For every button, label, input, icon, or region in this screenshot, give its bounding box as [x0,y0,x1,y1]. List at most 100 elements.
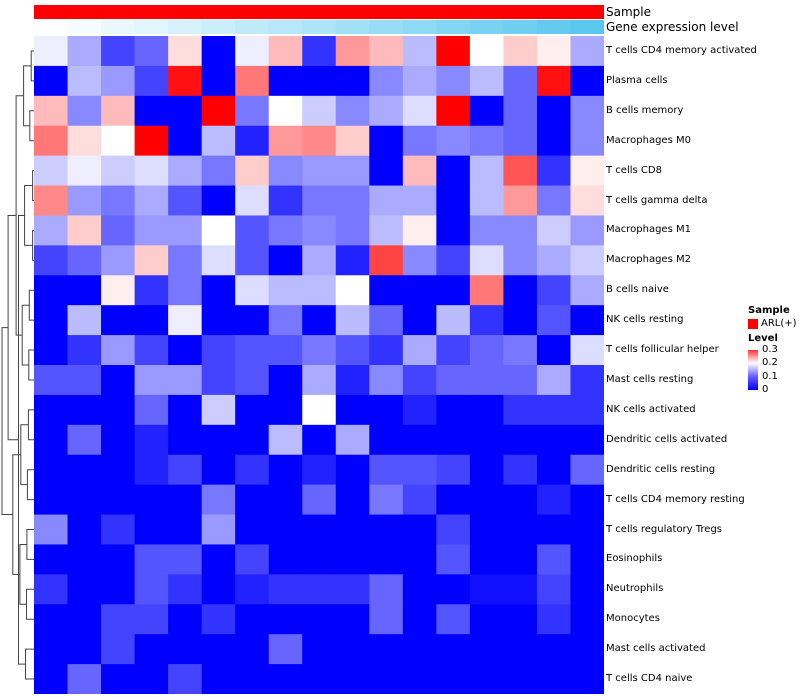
heatmap-cell [101,125,136,157]
dendrogram-branch [26,469,34,501]
heatmap-cell [503,125,538,157]
heatmap-cell [469,215,505,246]
heatmap-cell [469,65,505,97]
expression-track-cell [268,20,303,34]
row-label: Macrophages M2 [606,254,691,266]
heatmap-cell [536,155,572,187]
heatmap-cell [101,394,136,426]
heatmap-cell [570,65,604,97]
heatmap-cell [503,634,538,665]
heatmap-cell [34,424,69,456]
heatmap-cell [101,664,136,694]
heatmap-cell [335,634,370,665]
sample-legend-entry: ARL(+) [748,318,800,330]
expression-track-cell [369,20,404,34]
heatmap-cell [335,155,370,187]
heatmap-cell [101,185,136,217]
heatmap-cell [369,484,404,516]
heatmap-cell [436,484,471,516]
heatmap-cell [335,245,370,276]
heatmap-cell [469,155,505,187]
dendrogram-branch [7,215,19,441]
row-label: T cells gamma delta [606,194,708,206]
heatmap-cell [302,65,337,97]
row-label: T cells regulatory Tregs [606,523,723,535]
heatmap-cell [402,544,437,575]
heatmap-cell [402,215,437,246]
heatmap-cell [369,335,404,366]
heatmap-cell [168,574,203,605]
heatmap-cell [503,365,538,396]
heatmap-cell [34,305,69,336]
heatmap-cell [402,305,437,336]
heatmap-cell [469,305,505,336]
heatmap-cell [436,574,471,605]
heatmap-cell [134,604,169,635]
heatmap-cell [34,664,69,694]
heatmap-cell [335,454,370,486]
heatmap-cell [34,65,69,97]
heatmap-cell [369,664,404,694]
row-label: Neutrophils [606,583,664,595]
heatmap-cell [402,634,437,665]
level-legend-title: Level [748,333,778,344]
expression-track-cell [570,20,604,34]
expression-track-cell [134,20,169,34]
heatmap-cell [235,305,270,336]
heatmap-cell [134,394,169,426]
heatmap-cell [134,335,169,366]
heatmap-cell [369,634,404,665]
heatmap-cell [335,365,370,396]
heatmap-cell [469,95,505,127]
heatmap-cell [302,305,337,336]
heatmap-cell [67,245,102,276]
heatmap-cell [67,544,102,575]
sample-legend-title: Sample [748,305,790,316]
heatmap-cell [34,185,69,217]
heatmap-cell [67,125,102,157]
heatmap-cell [402,335,437,366]
heatmap-cell [536,514,572,546]
expression-track-label: Gene expression level [606,20,739,34]
row-label: Plasma cells [606,74,668,86]
heatmap-cell [436,305,471,336]
heatmap-cell [235,664,270,694]
heatmap-cell [369,424,404,456]
heatmap-cell [235,185,270,217]
heatmap-cell [134,95,169,127]
heatmap-cell [503,514,538,546]
expression-track-cell [302,20,337,34]
heatmap-cell [268,215,303,246]
heatmap-cell [369,305,404,336]
heatmap-cell [536,95,572,127]
heatmap-cell [436,36,471,67]
heatmap-cell [402,155,437,187]
heatmap-cell [570,634,604,665]
heatmap-cell [402,484,437,516]
heatmap-cell [570,574,604,605]
heatmap-cell [469,484,505,516]
dendrogram-branch [26,529,34,560]
heatmap-cell [302,424,337,456]
heatmap-cell [369,155,404,187]
heatmap-cell [201,454,236,486]
heatmap-cell [570,335,604,366]
heatmap-cell [369,95,404,127]
heatmap-cell [402,365,437,396]
heatmap-cell [134,125,169,157]
heatmap-cell [101,95,136,127]
heatmap-cell [503,484,538,516]
heatmap-cell [570,454,604,486]
heatmap-cell [134,544,169,575]
heatmap-cell [201,245,236,276]
heatmap-cell [67,155,102,187]
expression-track-cell [402,20,437,34]
heatmap-cell [503,275,538,306]
heatmap-cell [469,36,505,67]
heatmap-cell [235,544,270,575]
heatmap-cell [570,664,604,694]
expression-track-cell [469,20,505,34]
heatmap-cell [536,394,572,426]
heatmap-cell [469,185,505,217]
heatmap-cell [235,95,270,127]
